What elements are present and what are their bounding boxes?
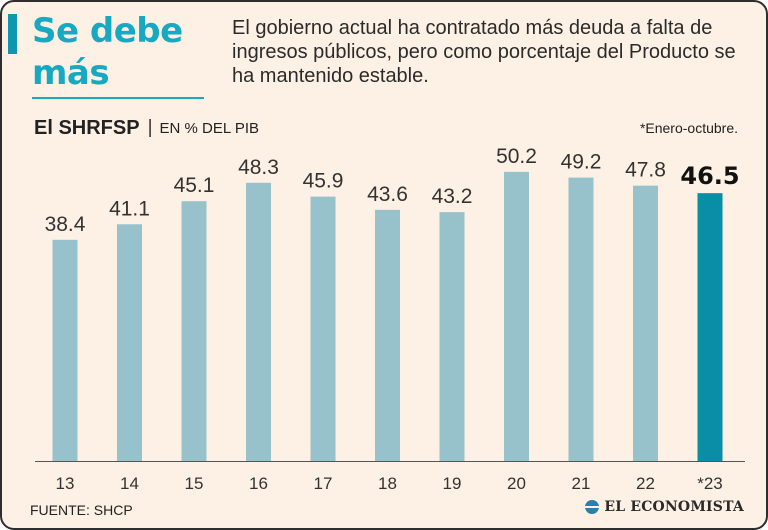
x-axis-line	[35, 461, 745, 462]
footnote: *Enero-octubre.	[639, 120, 738, 136]
bar-17	[310, 196, 336, 461]
data-label-13: 38.4	[45, 213, 86, 236]
intro-text: El gobierno actual ha contratado más deu…	[232, 17, 736, 87]
bar-16	[246, 182, 271, 462]
accent-bar	[8, 14, 17, 54]
x-tick-label-19: 19	[443, 474, 462, 493]
data-label-22: 47.8	[625, 159, 666, 182]
bar-13	[52, 239, 78, 461]
x-tick-label-21: 21	[572, 474, 591, 493]
bar-14	[117, 224, 142, 461]
x-tick-label-13: 13	[56, 474, 75, 493]
data-label-15: 45.1	[174, 174, 215, 197]
bar-p23	[697, 193, 723, 461]
data-label-19: 43.2	[432, 185, 473, 208]
data-label-14: 41.1	[109, 197, 150, 220]
x-tick-label-22: 22	[636, 474, 655, 493]
data-label-20: 50.2	[496, 145, 537, 168]
logo-text: EL ECONOMISTA	[604, 499, 744, 515]
logo-mark-icon	[585, 500, 600, 514]
bar-22	[633, 185, 658, 461]
x-tick-label-14: 14	[120, 474, 139, 493]
data-label-21: 49.2	[561, 151, 602, 174]
headline-rule	[32, 97, 204, 99]
bar-19	[439, 212, 465, 461]
data-label-17: 45.9	[303, 170, 344, 193]
bar-15	[181, 201, 207, 461]
x-tick-label-20: 20	[507, 474, 526, 493]
x-tick-label-15: 15	[185, 474, 204, 493]
data-label-16: 48.3	[238, 156, 279, 179]
source-text: FUENTE: SHCP	[30, 502, 133, 518]
subtitle-separator: |	[147, 117, 153, 138]
subtitle-unit: EN % DEL PIB	[159, 119, 259, 137]
data-label-18: 43.6	[367, 183, 408, 206]
bar-18	[375, 209, 400, 461]
publisher-logo: EL ECONOMISTA	[585, 499, 744, 515]
x-tick-label-p23: *23	[697, 474, 723, 493]
x-tick-label-17: 17	[314, 474, 333, 493]
x-tick-label-18: 18	[378, 474, 397, 493]
chart-subtitle: El SHRFSP | EN % DEL PIB	[34, 116, 259, 140]
x-tick-label-16: 16	[249, 474, 268, 493]
bar-20	[504, 171, 529, 461]
headline: Se debe más	[32, 11, 183, 93]
bar-21	[568, 177, 594, 461]
data-label-p23: 46.5	[680, 162, 739, 190]
subtitle-main: El SHRFSP	[34, 116, 140, 139]
